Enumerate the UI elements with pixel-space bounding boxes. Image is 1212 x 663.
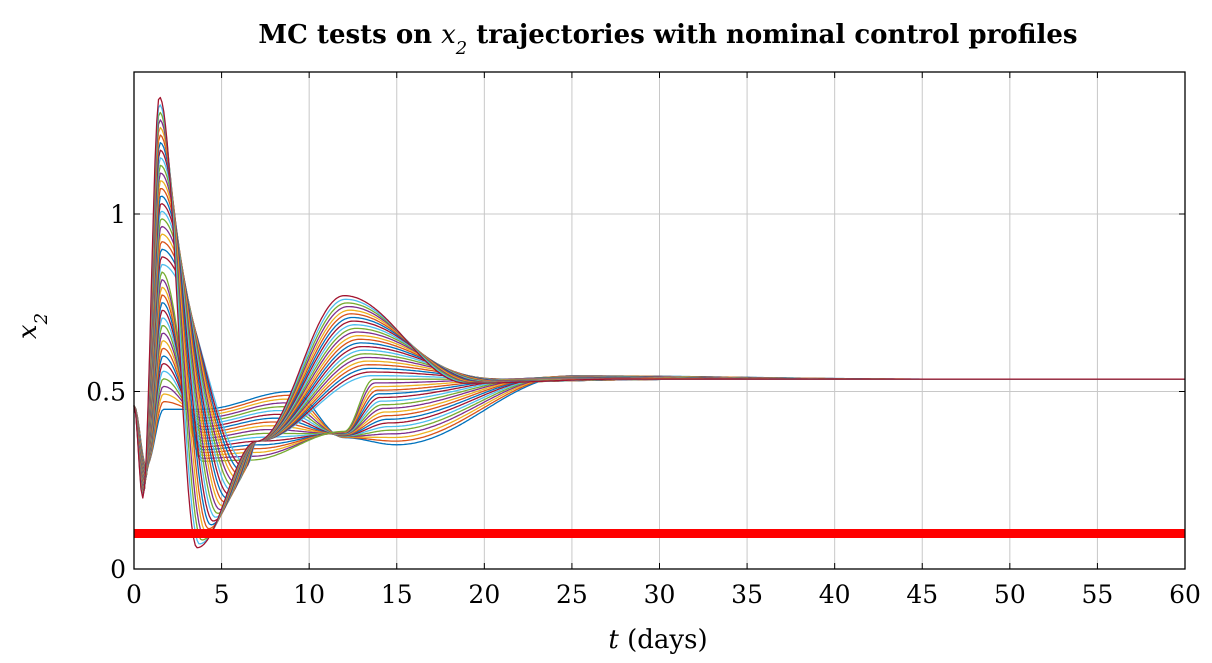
grid (133, 72, 1186, 570)
y-axis-label-sub: 2 (31, 313, 52, 325)
y-ticks: 00.51 (86, 200, 1185, 584)
x-tick-label: 45 (906, 580, 938, 609)
x-tick-label: 30 (644, 580, 676, 609)
title-math-sub: 2 (455, 38, 467, 59)
x-tick-label: 5 (214, 580, 230, 609)
x-tick-label: 25 (556, 580, 588, 609)
x-tick-label: 10 (293, 580, 325, 609)
chart-title: MC tests on x2 trajectories with nominal… (258, 20, 1077, 59)
x-tick-label: 35 (731, 580, 763, 609)
y-tick-label: 0.5 (86, 378, 126, 407)
series-group (133, 96, 1185, 549)
title-prefix: MC tests on (258, 20, 441, 50)
x-tick-label: 50 (994, 580, 1026, 609)
x-tick-label: 0 (126, 580, 142, 609)
x-tick-label: 15 (381, 580, 413, 609)
y-tick-label: 1 (110, 200, 126, 229)
title-suffix: trajectories with nominal control profil… (467, 20, 1077, 50)
y-axis-label-math: x (13, 324, 43, 339)
x-tick-label: 60 (1169, 580, 1201, 609)
x-axis-label-math: t (608, 625, 619, 655)
y-tick-label: 0 (110, 555, 126, 584)
title-math: x (441, 20, 456, 50)
y-axis-label: x2 (13, 313, 52, 339)
x-tick-label: 20 (468, 580, 500, 609)
mc-trajectory-line (133, 96, 1185, 549)
x-tick-label: 55 (1082, 580, 1114, 609)
x-ticks: 0 5 10 15 20 25 30 35 40 45 50 55 60 (126, 72, 1201, 609)
x-axis-label-text: (days) (619, 625, 708, 655)
x-tick-label: 40 (819, 580, 851, 609)
x-axis-label: t (days) (608, 625, 707, 655)
